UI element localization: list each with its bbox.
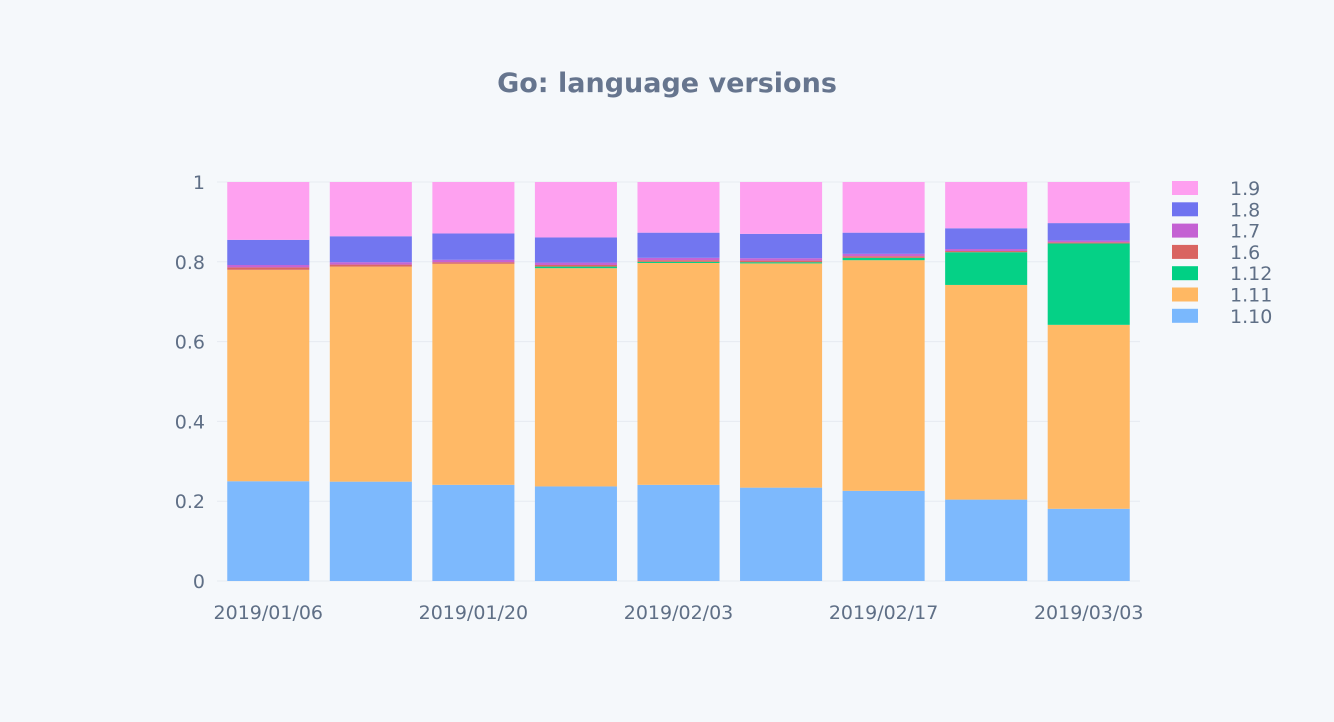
bar-segment-1-9[interactable] xyxy=(1047,182,1130,224)
bar-segment-1-11[interactable] xyxy=(842,260,925,491)
bar-segment-1-7[interactable] xyxy=(842,253,925,257)
bar-segment-1-12[interactable] xyxy=(534,266,617,269)
legend[interactable]: 1.91.81.71.61.121.111.10 xyxy=(1172,178,1272,328)
bar-segment-1-8[interactable] xyxy=(227,239,310,265)
legend-item-1-8[interactable]: 1.8 xyxy=(1172,199,1260,221)
bar-segment-1-11[interactable] xyxy=(432,263,515,485)
bar-segment-1-8[interactable] xyxy=(432,233,515,260)
legend-label: 1.6 xyxy=(1230,242,1260,264)
y-tick-label: 0.2 xyxy=(175,491,205,513)
bar-segment-1-11[interactable] xyxy=(1047,324,1130,509)
bar-segment-1-7[interactable] xyxy=(227,264,310,268)
legend-item-1-11[interactable]: 1.11 xyxy=(1172,285,1272,307)
bar-segment-1-9[interactable] xyxy=(227,182,310,240)
legend-item-1-10[interactable]: 1.10 xyxy=(1172,306,1272,328)
bar-segment-1-8[interactable] xyxy=(534,237,617,263)
legend-label: 1.8 xyxy=(1230,199,1260,221)
bar-segment-1-10[interactable] xyxy=(1047,508,1130,581)
y-tick-label: 0.8 xyxy=(175,252,205,274)
bar-segment-1-7[interactable] xyxy=(329,262,412,265)
bar-segment-1-12[interactable] xyxy=(842,257,925,261)
bar-segment-1-12[interactable] xyxy=(945,252,1028,285)
bar-segment-1-9[interactable] xyxy=(534,182,617,238)
bar-segment-1-7[interactable] xyxy=(432,259,515,263)
legend-label: 1.11 xyxy=(1230,285,1272,307)
bar-segment-1-8[interactable] xyxy=(842,232,925,254)
bar-segment-1-12[interactable] xyxy=(740,262,823,264)
bar-segment-1-11[interactable] xyxy=(329,266,412,482)
bar-segment-1-8[interactable] xyxy=(1047,223,1130,241)
bar-segment-1-10[interactable] xyxy=(842,490,925,581)
bar-segment-1-9[interactable] xyxy=(945,182,1028,229)
bar-segment-1-12[interactable] xyxy=(637,261,720,263)
bars xyxy=(227,182,1130,581)
bar-segment-1-8[interactable] xyxy=(945,228,1028,250)
legend-label: 1.9 xyxy=(1230,178,1260,200)
bar-segment-1-9[interactable] xyxy=(740,182,823,234)
legend-swatch xyxy=(1172,308,1198,323)
bar-segment-1-8[interactable] xyxy=(637,232,720,258)
bar-segment-1-7[interactable] xyxy=(740,258,823,261)
legend-label: 1.12 xyxy=(1230,263,1272,285)
bar-segment-1-11[interactable] xyxy=(637,262,720,485)
bar-segment-1-7[interactable] xyxy=(945,249,1028,252)
bar-segment-1-10[interactable] xyxy=(432,484,515,581)
legend-label: 1.7 xyxy=(1230,221,1260,243)
bar-segment-1-11[interactable] xyxy=(227,269,310,482)
bar-segment-1-10[interactable] xyxy=(637,484,720,581)
bar-segment-1-6[interactable] xyxy=(1047,242,1130,244)
bar-segment-1-10[interactable] xyxy=(227,481,310,581)
y-tick-label: 0 xyxy=(193,571,205,593)
y-tick-label: 0.6 xyxy=(175,332,205,354)
bar-segment-1-12[interactable] xyxy=(1047,243,1130,325)
x-axis: 2019/01/06 2019/01/20 2019/02/03 2019/02/17… xyxy=(214,602,1144,624)
legend-swatch xyxy=(1172,181,1198,195)
chart-title: Go: language versions xyxy=(497,68,837,99)
x-tick-label: 2019/01/20 xyxy=(419,602,529,624)
x-tick-label: 2019/02/03 xyxy=(624,602,734,624)
bar-segment-1-6[interactable] xyxy=(432,262,515,264)
bar-segment-1-6[interactable] xyxy=(637,260,720,262)
bar-segment-1-6[interactable] xyxy=(945,251,1028,253)
bar-segment-1-10[interactable] xyxy=(329,481,412,581)
bar-segment-1-11[interactable] xyxy=(534,268,617,487)
bar-segment-1-9[interactable] xyxy=(432,182,515,234)
y-tick-label: 1 xyxy=(193,172,205,194)
legend-item-1-9[interactable]: 1.9 xyxy=(1172,178,1260,200)
legend-swatch xyxy=(1172,202,1198,217)
bar-segment-1-10[interactable] xyxy=(945,499,1028,581)
bar-segment-1-11[interactable] xyxy=(945,284,1028,500)
bar-segment-1-6[interactable] xyxy=(227,267,310,270)
x-tick-label: 2019/03/03 xyxy=(1034,602,1144,624)
bar-segment-1-8[interactable] xyxy=(329,236,412,263)
legend-item-1-7[interactable]: 1.7 xyxy=(1172,221,1260,243)
y-tick-label: 0.4 xyxy=(175,411,205,433)
legend-swatch xyxy=(1172,266,1198,281)
x-tick-label: 2019/02/17 xyxy=(829,602,939,624)
bar-segment-1-6[interactable] xyxy=(534,264,617,267)
legend-swatch xyxy=(1172,244,1198,259)
legend-swatch xyxy=(1172,223,1198,238)
bar-segment-1-7[interactable] xyxy=(637,257,720,261)
bar-segment-1-10[interactable] xyxy=(740,487,823,581)
bar-segment-1-9[interactable] xyxy=(637,182,720,233)
bar-segment-1-10[interactable] xyxy=(534,486,617,581)
legend-label: 1.10 xyxy=(1230,306,1272,328)
y-axis: 0 0.2 0.4 0.6 0.8 1 xyxy=(175,172,205,593)
bar-segment-1-6[interactable] xyxy=(842,256,925,258)
bar-segment-1-6[interactable] xyxy=(329,264,412,267)
x-tick-label: 2019/01/06 xyxy=(214,602,324,624)
legend-item-1-12[interactable]: 1.12 xyxy=(1172,263,1272,285)
legend-item-1-6[interactable]: 1.6 xyxy=(1172,242,1260,264)
bar-segment-1-6[interactable] xyxy=(740,260,823,263)
bar-segment-1-9[interactable] xyxy=(329,182,412,237)
bar-segment-1-9[interactable] xyxy=(842,182,925,233)
bar-segment-1-7[interactable] xyxy=(1047,240,1130,243)
bar-segment-1-8[interactable] xyxy=(740,233,823,259)
bar-segment-1-11[interactable] xyxy=(740,263,823,488)
bar-segment-1-7[interactable] xyxy=(534,262,617,265)
legend-swatch xyxy=(1172,287,1198,302)
